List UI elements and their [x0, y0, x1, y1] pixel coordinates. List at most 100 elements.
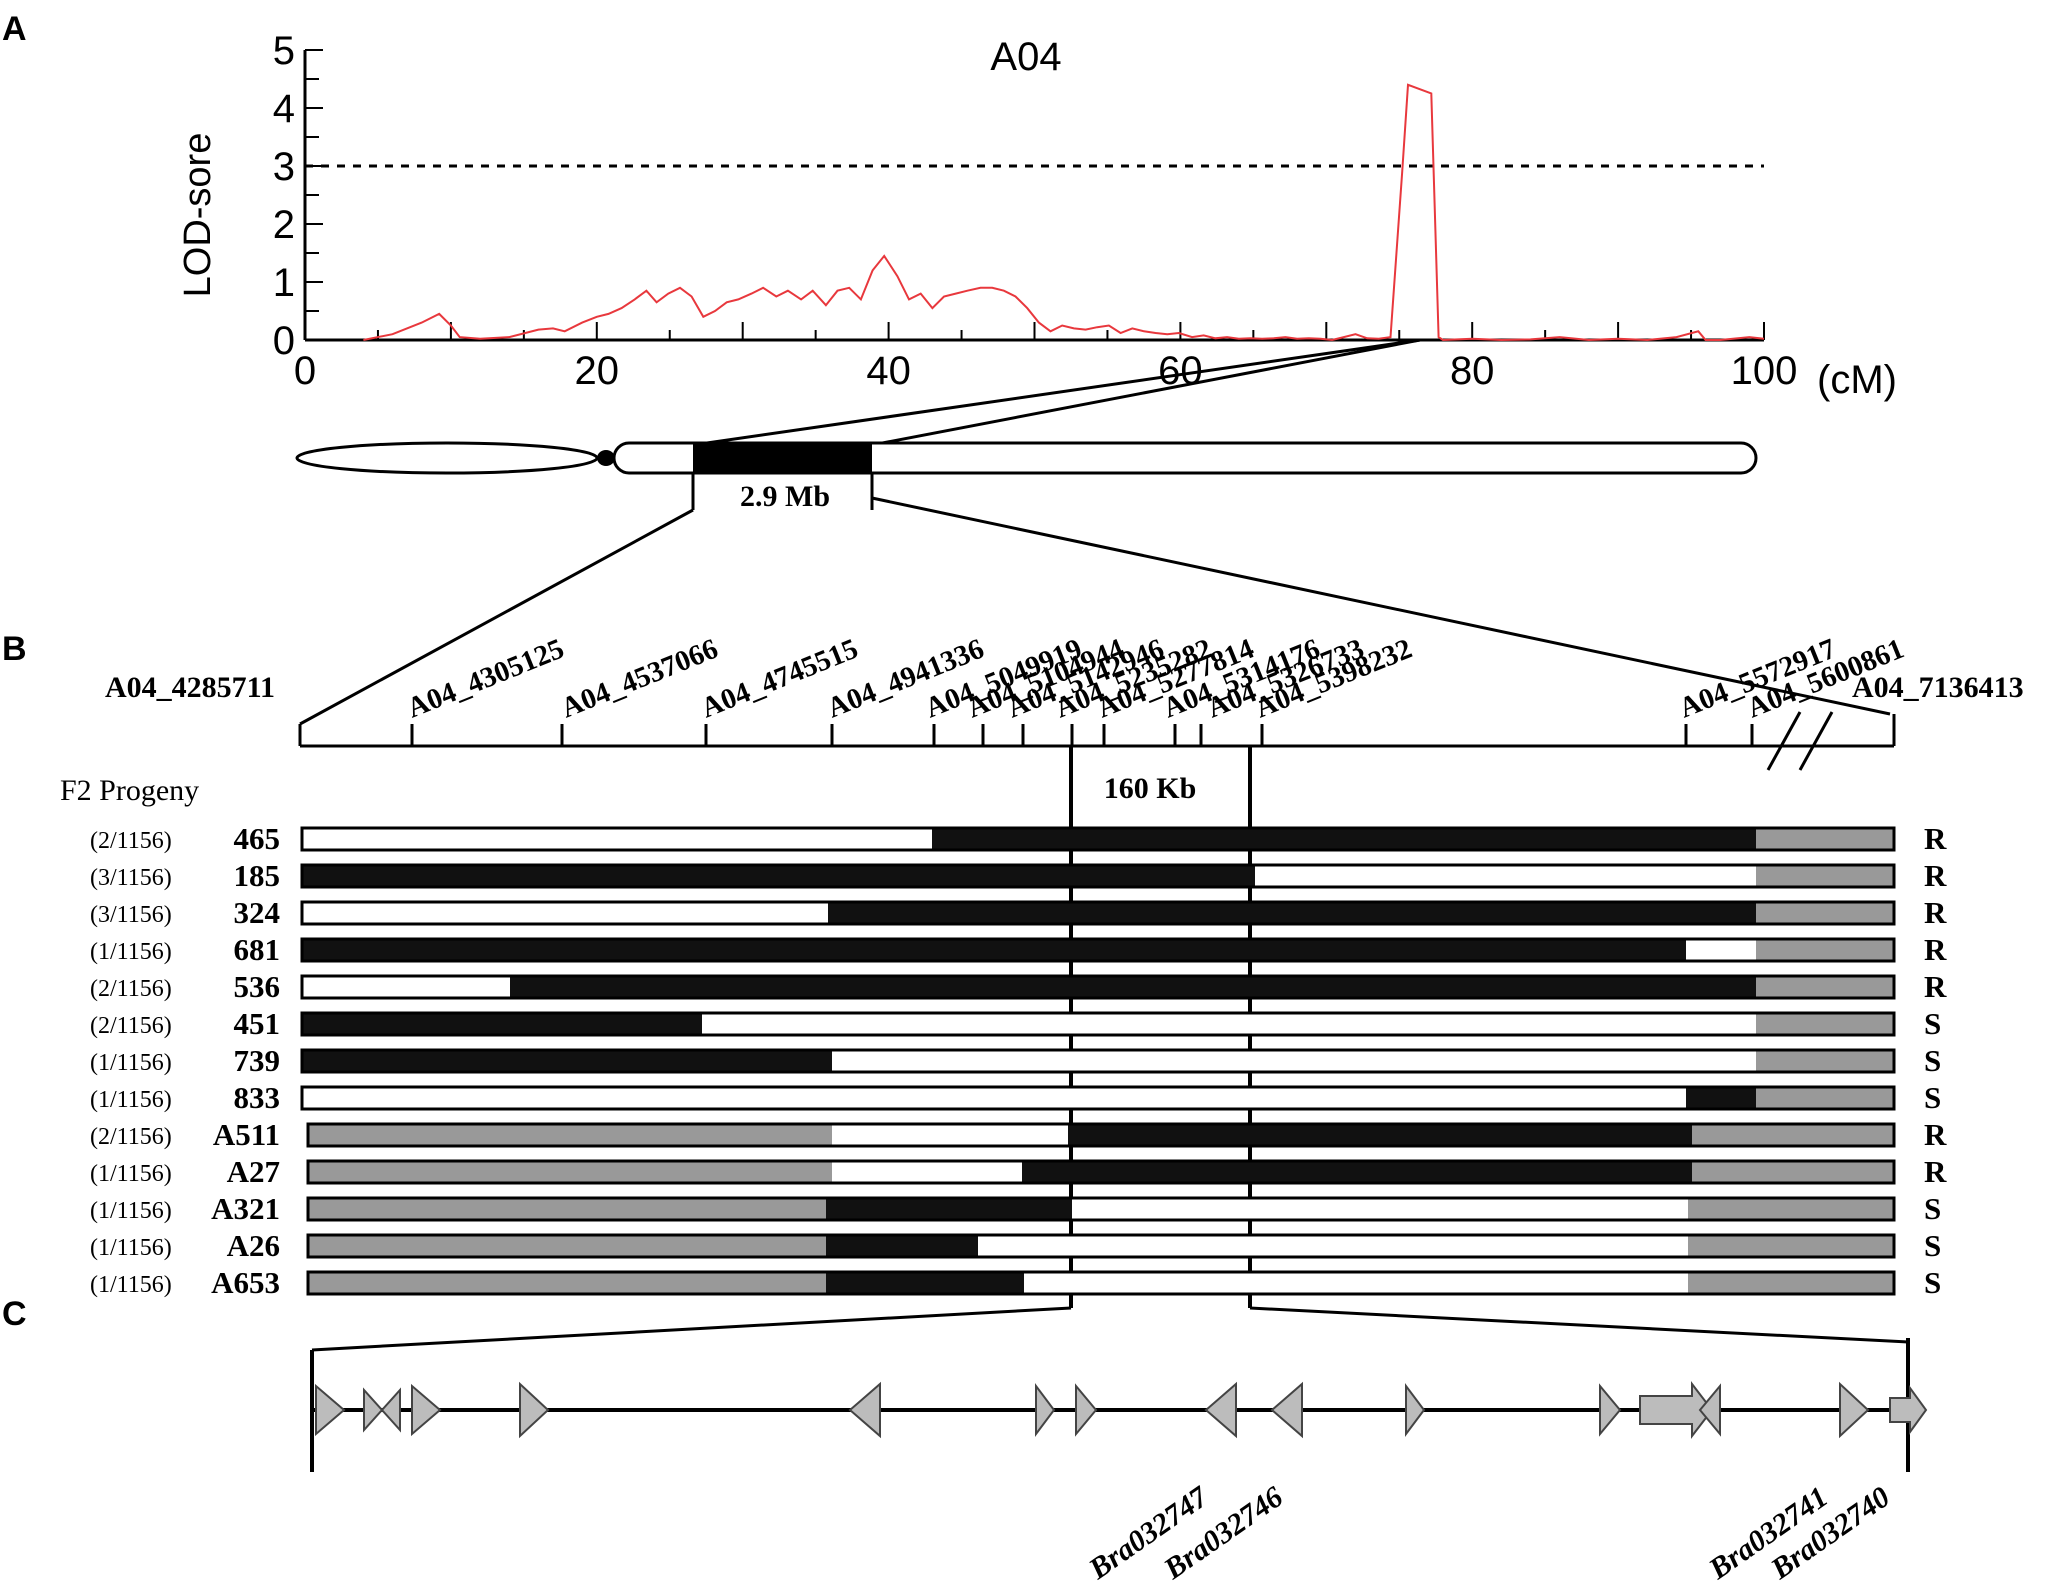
phenotype-label: S: [1924, 1006, 1941, 1041]
progeny-id: 185: [234, 858, 281, 893]
lod-series-line: [363, 83, 1765, 342]
progeny-row: (1/1156) A653 S: [90, 1265, 1941, 1300]
gene-arrow-reverse: [1698, 1383, 1721, 1437]
progeny-row: (1/1156) 681 R: [90, 932, 1947, 967]
y-tick-label: 3: [273, 145, 295, 189]
genotype-segment: [1756, 1013, 1894, 1035]
genotype-segment: [1692, 1161, 1894, 1183]
gene-model: Bra032747 Bra032746 Bra032741 Bra032740: [310, 1338, 1928, 1582]
phenotype-label: R: [1924, 1154, 1947, 1189]
phenotype-label: R: [1924, 858, 1947, 893]
genotype-bar-outline: [300, 974, 1896, 1000]
genotype-segment: [302, 828, 932, 850]
x-tick-label: 80: [1450, 349, 1495, 393]
gene-arrow-reverse: [380, 1387, 401, 1433]
genotype-segment: [1072, 1198, 1688, 1220]
gene-arrow-reverse: [1270, 1381, 1303, 1439]
marker: A04_4537066: [557, 633, 723, 746]
y-axis: 0 1 2 3 4 5: [273, 29, 323, 363]
progeny-id: 681: [234, 932, 281, 967]
progeny-id: 536: [234, 969, 281, 1004]
gene-arrow-forward: [519, 1381, 550, 1439]
progeny-row: (3/1156) 185 R: [90, 858, 1947, 893]
phenotype-label: R: [1924, 895, 1947, 930]
genotype-segment: [826, 1235, 978, 1257]
progeny-id: 739: [234, 1043, 281, 1078]
chromosome: 2.9 Mb: [295, 441, 1758, 513]
genotype-segment: [1688, 1235, 1894, 1257]
progeny-count: (1/1156): [90, 1235, 172, 1261]
genotype-segment: [832, 1124, 1068, 1146]
genotype-segment: [1686, 939, 1756, 961]
x-axis: 0 20 40 60 80 100: [294, 322, 1797, 393]
genotype-segment: [1068, 1124, 1692, 1146]
progeny-row: (1/1156) 833 S: [90, 1080, 1941, 1115]
x-tick-label: 40: [866, 349, 911, 393]
phenotype-label: R: [1924, 969, 1947, 1004]
genotype-segment: [302, 865, 1255, 887]
genotype-bar-outline: [306, 1159, 1896, 1185]
genotype-segment: [510, 976, 1756, 998]
progeny-count: (1/1156): [90, 1161, 172, 1187]
interval-size-label: 160 Kb: [1104, 772, 1197, 805]
genotype-bar-outline: [306, 1270, 1896, 1296]
progeny-id: A321: [211, 1191, 280, 1226]
genotype-segment: [1686, 1087, 1756, 1109]
y-tick-label: 5: [273, 29, 295, 73]
genotype-segment: [1688, 1272, 1894, 1294]
genotype-segment: [702, 1013, 1756, 1035]
progeny-id: A653: [211, 1265, 280, 1300]
map-break: [1798, 711, 1834, 771]
gene-arrow-reverse: [1204, 1381, 1237, 1439]
progeny-row: (2/1156) 451 S: [90, 1006, 1941, 1041]
y-tick-label: 1: [273, 261, 295, 305]
progeny-id: 833: [234, 1080, 281, 1115]
phenotype-label: R: [1924, 1117, 1947, 1152]
genotype-bar-outline: [300, 1085, 1896, 1111]
progeny-count: (3/1156): [90, 902, 172, 928]
genotype-bar-outline: [300, 863, 1896, 889]
phenotype-label: R: [1924, 932, 1947, 967]
genotype-segment: [1756, 939, 1894, 961]
phenotype-label: S: [1924, 1080, 1941, 1115]
gene-arrow-forward-long: [1639, 1381, 1714, 1439]
marker-label: A04_4537066: [557, 633, 723, 725]
genotype-segment: [932, 828, 1756, 850]
genotype-segment: [1756, 976, 1894, 998]
y-tick-label: 2: [273, 203, 295, 247]
genotype-bar-outline: [300, 1011, 1896, 1037]
genotype-segment: [302, 902, 828, 924]
genotype-segment: [308, 1161, 832, 1183]
marker-map: A04_4285711 A04_7136413 A04_4305125 A04_…: [105, 633, 2024, 771]
chart-title: A04: [990, 35, 1061, 79]
progeny-count: (1/1156): [90, 1087, 172, 1113]
connector-line: [692, 338, 1421, 447]
connector-line: [311, 1306, 1072, 1352]
gene-arrow-reverse: [848, 1381, 881, 1439]
panel-label-b: B: [2, 630, 27, 668]
progeny-count: (3/1156): [90, 865, 172, 891]
genotype-segment: [832, 1050, 1756, 1072]
genotype-segment: [302, 976, 510, 998]
progeny-count: (1/1156): [90, 939, 172, 965]
genotype-segment: [1756, 828, 1894, 850]
genotype-segment: [308, 1272, 826, 1294]
genotype-bar-outline: [306, 1196, 1896, 1222]
marker-label-right-end: A04_7136413: [1852, 671, 2024, 704]
progeny-row: (1/1156) 739 S: [90, 1043, 1941, 1078]
progeny-id: 451: [234, 1006, 281, 1041]
gene-arrow-forward: [411, 1383, 442, 1437]
x-tick-label: 20: [575, 349, 620, 393]
genotype-segment: [302, 1050, 832, 1072]
progeny-count: (1/1156): [90, 1050, 172, 1076]
progeny-id: 465: [234, 821, 281, 856]
progeny-id: 324: [234, 895, 281, 930]
y-tick-label: 4: [273, 87, 295, 131]
progeny-count: (2/1156): [90, 1013, 172, 1039]
connector-line: [871, 496, 1891, 716]
genotype-segment: [1024, 1272, 1688, 1294]
centromere: [597, 450, 615, 466]
genotype-bar-outline: [300, 1048, 1896, 1074]
genotype-segment: [978, 1235, 1688, 1257]
